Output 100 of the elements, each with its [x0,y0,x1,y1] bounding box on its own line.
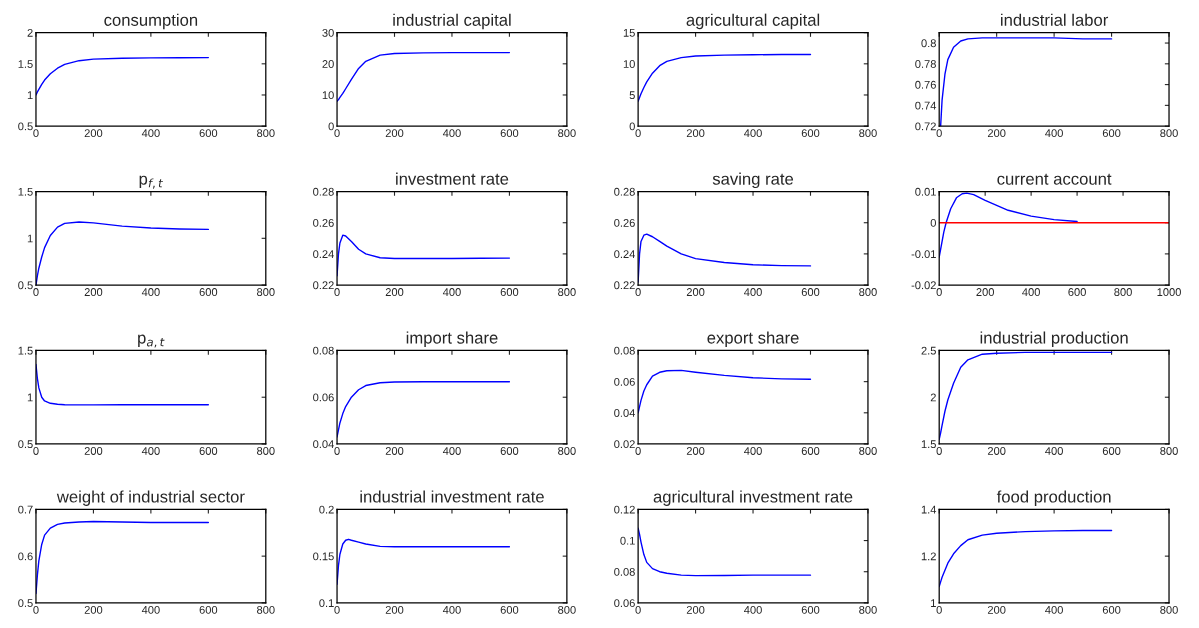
x-tick-label: 0 [33,447,39,455]
y-tick-label: 1.2 [921,552,936,561]
x-tick-label: 0 [936,447,942,455]
y-tick-label: 0.5 [18,281,33,290]
x-tick-label: 200 [385,447,404,455]
y-tick-label: 1 [931,599,936,607]
y-tick-label: 10 [623,60,635,68]
x-tick-label: 0 [334,288,340,296]
y-tick-label: 15 [623,29,635,37]
chart-title: industrial investment rate [360,490,544,503]
y-tick-label: 0.6 [18,552,33,561]
x-tick-label: 400 [744,288,762,296]
y-tick-label: 1.5 [18,187,33,196]
x-tick-label: 200 [385,129,404,138]
chart-title: industrial capital [393,13,511,30]
y-tick-label: 0.5 [18,599,33,608]
y-tick-label: -0.02 [911,281,936,290]
x-tick-label: 600 [1068,288,1086,296]
y-tick-label: 0.06 [614,599,635,608]
x-tick-label: 600 [1102,129,1121,138]
x-tick-label: 0 [635,288,641,296]
line-series [939,529,1113,588]
x-tick-label: 800 [257,447,275,455]
x-tick-label: 400 [141,129,160,138]
y-tick-label: 0.08 [614,567,635,576]
x-tick-label: 600 [500,288,519,296]
x-tick-label: 400 [442,447,461,455]
chart-title: industrial production [980,331,1128,347]
y-tick-label: 0.26 [614,219,635,227]
chart-title: investment rate [396,172,509,185]
y-tick-label: 0.24 [313,250,334,259]
x-tick-label: 800 [859,605,877,614]
x-tick-label: 600 [1102,605,1121,614]
x-tick-label: 400 [1045,129,1063,138]
chart-title: weight of industrial sector [56,490,245,506]
line-series [939,37,1113,127]
y-tick-label: 0.5 [18,122,33,131]
x-tick-label: 200 [385,288,404,296]
chart-title: export share [707,331,799,347]
x-tick-label: 200 [84,288,103,296]
y-tick-label: -0.01 [911,250,936,259]
y-tick-label: 1.5 [18,346,33,355]
y-tick-label: 2 [930,393,936,402]
line-series [35,56,210,96]
x-tick-label: 400 [442,129,461,138]
x-tick-label: 400 [1045,447,1063,455]
y-tick-label: 0.02 [614,440,635,449]
y-tick-label: 0.76 [915,80,936,89]
y-tick-label: 1 [27,393,33,402]
x-tick-label: 0 [33,288,39,296]
y-tick-label: 0.15 [313,552,334,561]
y-tick-label: 0.1 [319,599,334,608]
x-tick-label: 800 [257,605,275,614]
x-tick-label: 800 [257,288,275,296]
chart-title: saving rate [712,172,794,189]
chart-title: consumption [104,13,198,30]
y-tick-label: 2.5 [921,346,936,355]
x-tick-label: 400 [744,605,762,614]
x-tick-label: 800 [558,605,576,614]
y-tick-label: 0.06 [614,377,635,386]
x-tick-label: 600 [500,605,519,614]
y-tick-label: 0.06 [313,393,334,402]
chart-title: food production [996,490,1111,506]
x-tick-label: 800 [1114,288,1132,296]
line-series [638,53,812,102]
y-tick-label: 0.04 [313,440,334,449]
y-tick-label: 20 [322,60,334,68]
y-tick-label: 1 [27,91,33,99]
y-tick-label: 10 [322,91,334,100]
x-tick-label: 800 [859,447,877,455]
x-tick-label: 800 [1160,447,1178,455]
x-tick-label: 400 [1022,288,1040,296]
x-tick-label: 200 [987,129,1006,138]
y-tick-label: 5 [629,91,635,100]
y-tick-label: 30 [322,28,334,37]
y-tick-label: 1.5 [921,440,936,449]
x-tick-label: 600 [801,605,820,614]
y-tick-label: 0 [629,122,635,131]
y-tick-label: 1 [27,234,33,243]
y-tick-label: 0.22 [614,281,635,290]
x-tick-label: 600 [199,447,218,455]
y-tick-label: 0.74 [915,101,937,110]
line-series [337,51,511,102]
x-tick-label: 200 [84,129,103,138]
x-tick-label: 600 [801,447,820,455]
y-tick-label: 0.04 [614,409,636,417]
chart-title: current account [997,173,1112,185]
y-tick-label: 0.72 [915,122,936,131]
x-tick-label: 200 [84,605,103,614]
x-tick-label: 600 [1102,447,1121,455]
y-tick-label: 0.5 [18,440,33,449]
y-tick-label: 1.5 [18,60,33,68]
x-tick-label: 800 [859,129,877,138]
x-tick-label: 400 [141,605,160,614]
x-tick-label: 400 [442,288,461,296]
y-tick-label: 0.1 [620,536,635,545]
x-tick-label: 200 [976,288,994,296]
x-tick-label: 0 [334,447,340,455]
x-tick-label: 1000 [1157,288,1181,296]
x-tick-label: 800 [558,129,576,138]
